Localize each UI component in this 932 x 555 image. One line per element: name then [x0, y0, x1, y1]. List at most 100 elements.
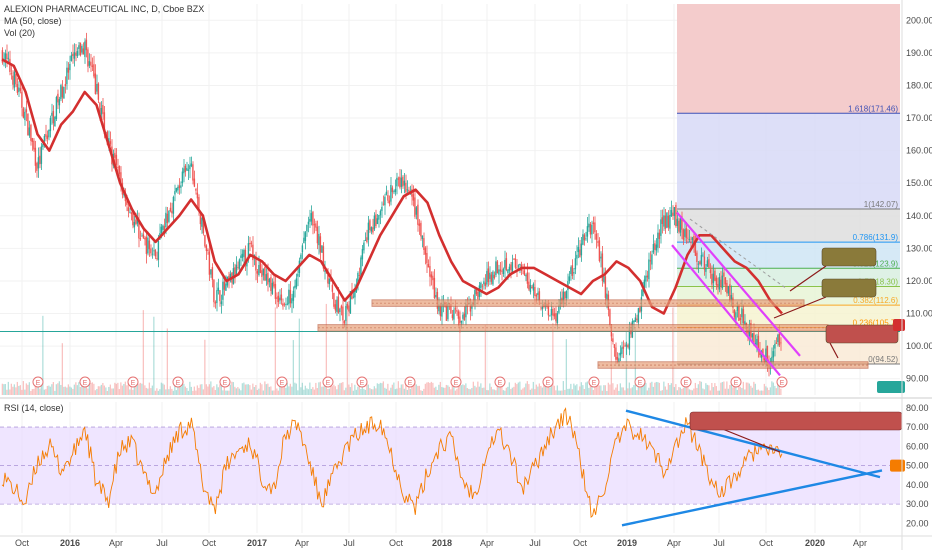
- volume-bar: [553, 385, 555, 395]
- candle-body: [151, 253, 154, 255]
- volume-bar: [49, 386, 51, 395]
- volume-bar: [420, 390, 422, 395]
- volume-bar: [543, 382, 545, 395]
- candle-body: [258, 265, 260, 276]
- candle-body: [274, 283, 277, 299]
- volume-bar: [3, 384, 5, 395]
- support-zone-callout-pointer: [829, 342, 839, 359]
- volume-bar: [621, 387, 623, 395]
- candle-body: [370, 227, 373, 232]
- candle-body: [6, 53, 8, 60]
- volume-bar: [133, 383, 135, 395]
- candle-body: [514, 258, 517, 268]
- volume-bar: [250, 389, 252, 395]
- candle-body: [88, 61, 91, 66]
- candle-body: [204, 235, 206, 247]
- volume-bar: [124, 381, 126, 395]
- volume-bar: [138, 383, 140, 395]
- price-axis-tick: 200.00: [906, 15, 932, 25]
- candle-body: [577, 247, 580, 253]
- candle-body: [358, 275, 361, 276]
- volume-bar: [562, 381, 564, 395]
- volume-bar: [39, 388, 41, 395]
- candle-body: [780, 342, 782, 344]
- candle-body: [655, 244, 658, 251]
- candle-body: [364, 239, 367, 241]
- candle-body: [21, 91, 23, 108]
- volume-bar: [546, 382, 548, 395]
- candle-body: [658, 232, 661, 239]
- volume-bar: [676, 390, 678, 395]
- candle-body: [513, 258, 515, 260]
- volume-bar: [337, 384, 339, 395]
- candle-body: [379, 210, 382, 216]
- candle-body: [393, 191, 395, 193]
- volume-bar: [717, 390, 719, 395]
- candle-body: [583, 234, 586, 241]
- candle-body: [537, 292, 539, 295]
- candle-body: [130, 212, 133, 215]
- price-axis-tick: 190.00: [906, 48, 932, 58]
- volume-bar: [261, 384, 263, 395]
- candle-body: [162, 225, 164, 230]
- candle-body: [738, 305, 740, 321]
- candle-body: [202, 214, 205, 234]
- candle-body: [348, 305, 350, 312]
- candle-body: [711, 273, 713, 285]
- volume-bar: [591, 385, 593, 395]
- candle-body: [595, 233, 598, 240]
- volume-bar: [505, 387, 507, 395]
- candle-body: [717, 284, 719, 288]
- resistance-2-callout-box: [821, 247, 877, 267]
- candle-body: [591, 224, 593, 235]
- candle-body: [333, 292, 335, 307]
- candle-body: [771, 356, 773, 365]
- volume-bar: [51, 384, 53, 395]
- candle-body: [220, 301, 223, 305]
- volume-bar: [576, 384, 578, 395]
- candle-body: [388, 200, 391, 204]
- candle-body: [270, 277, 272, 292]
- volume-bar: [379, 382, 381, 395]
- volume-bar: [493, 389, 495, 395]
- rsi-axis-tick: 50.00: [906, 461, 929, 471]
- candle-body: [456, 310, 458, 312]
- volume-bar: [580, 382, 582, 395]
- volume-bar: [255, 385, 257, 395]
- volume-bar: [210, 381, 212, 395]
- candle-body: [51, 112, 53, 116]
- candle-body: [766, 345, 769, 366]
- candle-body: [343, 320, 346, 324]
- candle-body: [430, 274, 433, 278]
- candle-body: [265, 274, 268, 281]
- resistance-1-callout-box: [821, 278, 877, 298]
- candle-body: [136, 219, 139, 224]
- candle-body: [369, 220, 371, 231]
- volume-bar: [477, 381, 479, 395]
- volume-bar: [418, 385, 420, 395]
- candle-body: [438, 304, 440, 312]
- volume-bar: [747, 382, 749, 395]
- earnings-marker: [276, 376, 288, 388]
- volume-bar: [652, 386, 654, 395]
- volume-bar: [606, 390, 608, 395]
- volume-bar: [718, 390, 720, 395]
- rsi-axis-tick: 80.00: [906, 403, 929, 413]
- volume-bar: [445, 384, 447, 395]
- volume-bar: [471, 388, 473, 395]
- volume-bar: [219, 384, 221, 395]
- candle-body: [553, 313, 556, 317]
- volume-bar: [538, 383, 540, 395]
- candle-body: [268, 278, 271, 283]
- candle-body: [709, 269, 712, 274]
- earnings-marker: [172, 376, 184, 388]
- volume-bar: [550, 382, 552, 395]
- earnings-marker: [450, 376, 462, 388]
- volume-bar: [391, 384, 393, 395]
- candle-body: [384, 196, 386, 206]
- candle-body: [189, 165, 191, 170]
- volume-bar: [765, 386, 767, 395]
- candle-body: [403, 180, 406, 186]
- volume-bar: [670, 383, 672, 395]
